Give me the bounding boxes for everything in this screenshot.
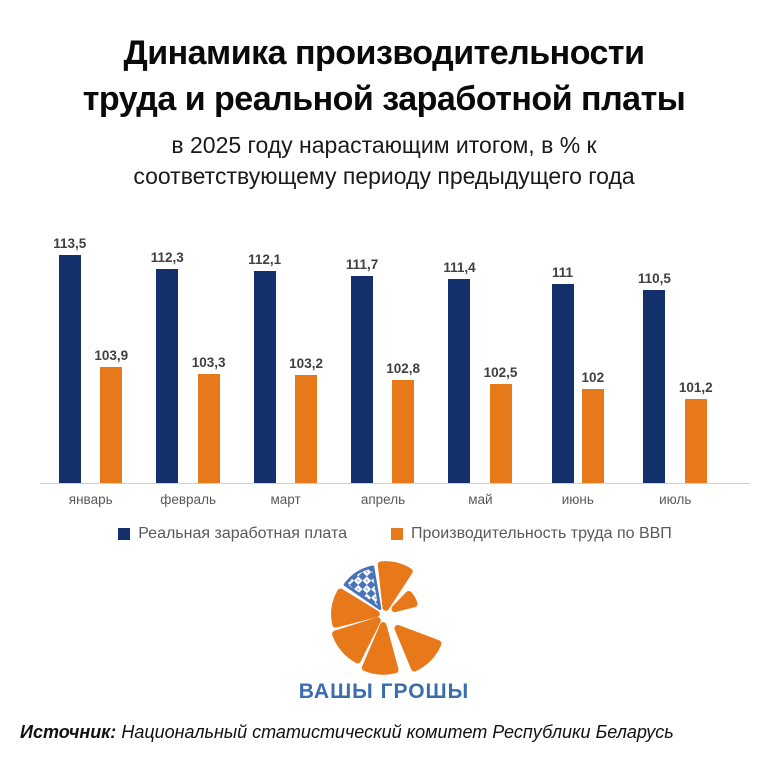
source-line: Источник: Национальный статистический ко… bbox=[20, 722, 674, 743]
bar-value-label: 101,2 bbox=[678, 379, 713, 395]
legend-marker-productivity-icon bbox=[391, 528, 403, 540]
bar-wrap: 111,4 bbox=[443, 260, 476, 483]
x-axis-label: апрель bbox=[360, 492, 406, 507]
x-axis-label: май bbox=[468, 492, 493, 507]
logo-wedge bbox=[394, 624, 442, 672]
vashy-groshy-logo-icon bbox=[331, 561, 442, 675]
bar-wrap: 102 bbox=[581, 370, 605, 483]
x-axis-label: март bbox=[270, 492, 301, 507]
bar-wrap: 112,3 bbox=[151, 250, 184, 483]
page-title-line1: Динамика производительности bbox=[123, 34, 645, 72]
bar-wrap: 112,1 bbox=[248, 252, 281, 483]
bar-group: 111,7 102,8 bbox=[334, 257, 431, 483]
bar-wrap: 103,2 bbox=[289, 356, 323, 483]
bar-value-label: 111 bbox=[552, 265, 574, 281]
bar-value-label: 103,2 bbox=[289, 356, 323, 372]
bar-wages-январь bbox=[58, 254, 81, 483]
legend-marker-wages-icon bbox=[118, 528, 131, 540]
bar-wages-июль bbox=[643, 290, 666, 483]
bar-wrap: 111 bbox=[551, 265, 574, 483]
chart-legend: Реальная заработная плата Производительн… bbox=[40, 525, 750, 543]
bar-wages-апрель bbox=[351, 275, 374, 483]
page-subtitle-line1: в 2025 году нарастающим итогом, в % к bbox=[171, 132, 597, 158]
bar-value-label: 103,9 bbox=[94, 348, 129, 364]
bar-group: 113,5 103,9 bbox=[42, 236, 139, 483]
bar-wrap: 102,5 bbox=[483, 364, 518, 483]
bar-value-label: 111,7 bbox=[345, 256, 379, 272]
bar-wages-июнь bbox=[551, 284, 574, 483]
x-axis-label: февраль bbox=[160, 492, 216, 507]
bar-value-label: 112,1 bbox=[248, 252, 282, 268]
bar-group: 111,4 102,5 bbox=[432, 260, 529, 483]
bar-productivity-июнь bbox=[581, 389, 604, 483]
logo-block: ВАШЫ ГРОШЫ bbox=[0, 552, 768, 704]
bar-value-label: 102,5 bbox=[483, 364, 518, 380]
x-axis-label: июль bbox=[659, 492, 692, 507]
logo-wedge bbox=[361, 622, 399, 675]
page-subtitle-line2: соответствующему периоду предыдущего год… bbox=[133, 163, 635, 189]
bar-wages-май bbox=[448, 279, 471, 483]
bar-group: 112,3 103,3 bbox=[139, 250, 236, 483]
bar-productivity-июль bbox=[684, 398, 707, 483]
bar-productivity-февраль bbox=[197, 374, 220, 483]
bar-group: 111 102 bbox=[529, 265, 626, 483]
bar-wrap: 101,2 bbox=[679, 380, 713, 483]
bar-wages-февраль bbox=[156, 268, 179, 483]
page-subtitle: в 2025 году нарастающим итогом, в % к со… bbox=[0, 130, 768, 192]
bar-value-label: 102 bbox=[581, 370, 605, 386]
legend-item-productivity: Производительность труда по ВВП bbox=[391, 525, 672, 543]
bar-wrap: 103,9 bbox=[94, 348, 128, 483]
bar-productivity-апрель bbox=[392, 380, 415, 483]
bar-value-label: 112,3 bbox=[150, 249, 184, 265]
bar-productivity-январь bbox=[100, 367, 123, 483]
logo-wedge bbox=[331, 588, 380, 628]
page-title-line2: труда и реальной заработной платы bbox=[82, 80, 686, 118]
logo-wedge bbox=[391, 590, 418, 613]
plot-area: 113,5 103,9 112,3 103,3 112,1 103,2 111,7 102,8… bbox=[40, 230, 750, 484]
bar-group: 110,5 101,2 bbox=[627, 271, 724, 483]
source-text: Национальный статистический комитет Респ… bbox=[116, 722, 674, 742]
logo-text: ВАШЫ ГРОШЫ bbox=[298, 680, 470, 703]
bar-group: 112,1 103,2 bbox=[237, 252, 334, 483]
bar-productivity-май bbox=[489, 383, 512, 483]
bar-wrap: 103,3 bbox=[192, 355, 226, 483]
logo-wedge bbox=[332, 617, 381, 664]
bar-chart: 113,5 103,9 112,3 103,3 112,1 103,2 111,7 102,8… bbox=[40, 230, 750, 543]
logo-wedge bbox=[377, 561, 413, 611]
x-axis-label: июнь bbox=[561, 492, 594, 507]
bar-wrap: 111,7 bbox=[346, 257, 378, 483]
x-axis-labels: январь февраль март апрель май июнь июль bbox=[40, 492, 750, 507]
bar-wrap: 113,5 bbox=[53, 236, 86, 483]
legend-label-wages: Реальная заработная плата bbox=[138, 525, 347, 542]
logo-ornament-wedge bbox=[343, 565, 382, 611]
bar-wrap: 110,5 bbox=[638, 271, 671, 483]
bar-wages-март bbox=[253, 271, 276, 483]
bar-productivity-март bbox=[295, 375, 318, 483]
bar-value-label: 111,4 bbox=[443, 260, 476, 276]
bar-value-label: 110,5 bbox=[637, 271, 671, 286]
page-title: Динамика производительности труда и реал… bbox=[0, 30, 768, 122]
bar-wrap: 102,8 bbox=[386, 361, 420, 483]
x-axis-label: январь bbox=[68, 492, 113, 507]
source-label: Источник: bbox=[20, 722, 117, 742]
bar-value-label: 102,8 bbox=[386, 361, 421, 376]
legend-label-productivity: Производительность труда по ВВП bbox=[411, 525, 672, 542]
legend-item-wages: Реальная заработная плата bbox=[118, 525, 347, 543]
bar-value-label: 113,5 bbox=[53, 235, 87, 251]
bar-value-label: 103,3 bbox=[191, 355, 226, 371]
